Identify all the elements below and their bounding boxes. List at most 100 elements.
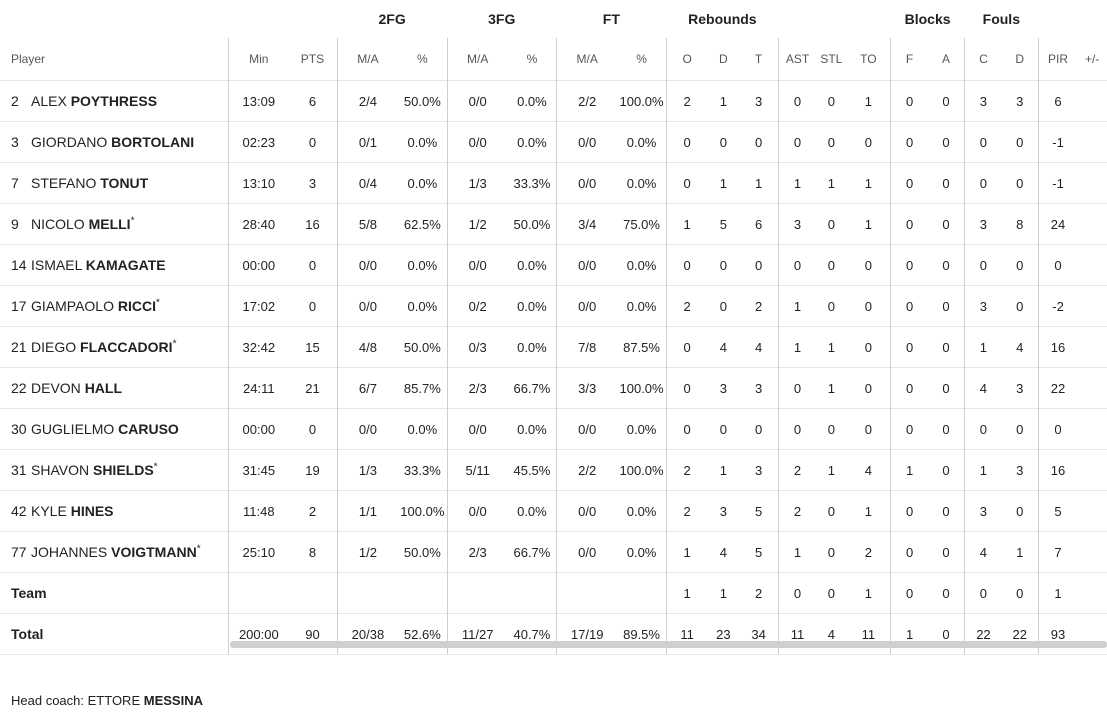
player-first-name: STEFANO: [31, 175, 97, 191]
cell-pm: [1077, 285, 1107, 327]
player-row[interactable]: 3 GIORDANO BORTOLANI 02:23 0 0/1 0.0% 0/0 0.0% 0…: [0, 121, 1107, 163]
cell-ft-pct: 75.0%: [617, 203, 667, 245]
player-row[interactable]: 42 KYLE HINES 11:48 2 1/1 100.0% 0/0 0.0% 0/0 0.0…: [0, 490, 1107, 532]
player-name-cell[interactable]: 2 ALEX POYTHRESS: [0, 80, 229, 122]
cell-reb-d: 0: [707, 408, 740, 450]
cell-pir: -1: [1037, 121, 1078, 163]
player-row[interactable]: 31 SHAVON SHIELDS* 31:45 19 1/3 33.3% 5/11 45.5…: [0, 449, 1107, 491]
col-pir[interactable]: PIR: [1037, 38, 1078, 81]
cell-fg3-pct: 66.7%: [507, 531, 557, 573]
cell-blk-f: 0: [890, 244, 929, 286]
col-reb-d[interactable]: D: [719, 52, 728, 66]
player-name-cell[interactable]: 22 DEVON HALL: [0, 367, 229, 409]
col-stl[interactable]: STL: [820, 52, 843, 66]
col-player[interactable]: Player: [11, 52, 46, 66]
player-row[interactable]: 17 GIAMPAOLO RICCI* 17:02 0 0/0 0.0% 0/2 0.0% 0/…: [0, 285, 1107, 327]
cell-foul-c: 1: [964, 326, 1002, 368]
col-blk-f[interactable]: F: [890, 38, 929, 81]
cell-reb-d: 0: [707, 285, 740, 327]
player-row[interactable]: 9 NICOLO MELLI* 28:40 16 5/8 62.5% 1/2 50.0% 3/4…: [0, 203, 1107, 245]
cell-min: 11:48: [228, 490, 289, 532]
cell-blk-a: 0: [928, 326, 965, 368]
player-row[interactable]: 7 STEFANO TONUT 13:10 3 0/4 0.0% 1/3 33.3% 0/0 0.…: [0, 162, 1107, 204]
player-name-cell[interactable]: 30 GUGLIELMO CARUSO: [0, 408, 229, 450]
cell-pir: 93: [1037, 613, 1078, 655]
cell-blk-a: 0: [928, 121, 965, 163]
player-name-cell[interactable]: 77 JOHANNES VOIGTMANN*: [0, 531, 229, 573]
cell-reb-o: 2: [665, 285, 708, 327]
cell-to: 1: [846, 162, 891, 204]
cell-min: 32:42: [228, 326, 289, 368]
cell-fg2-ma: 0/4: [336, 162, 399, 204]
player-row[interactable]: 2 ALEX POYTHRESS 13:09 6 2/4 50.0% 0/0 0.0% 2/2 1…: [0, 80, 1107, 122]
player-name-cell[interactable]: 7 STEFANO TONUT: [0, 162, 229, 204]
cell-blk-a: 0: [928, 490, 965, 532]
cell-reb-t: 3: [739, 80, 779, 122]
cell-reb-t: 0: [739, 408, 779, 450]
player-name-cell[interactable]: 9 NICOLO MELLI*: [0, 203, 229, 245]
cell-foul-c: 3: [964, 285, 1002, 327]
cell-reb-t: 4: [739, 326, 779, 368]
head-coach: Head coach: ETTORE MESSINA: [11, 693, 203, 708]
cell-fg3-ma: 0/3: [446, 326, 508, 368]
player-name-cell[interactable]: 31 SHAVON SHIELDS*: [0, 449, 229, 491]
head-coach-last-name: MESSINA: [143, 693, 203, 708]
cell-blk-f: 0: [890, 408, 929, 450]
cell-ast: 1: [778, 162, 816, 204]
cell-fg3-ma: 0/0: [446, 244, 508, 286]
cell-min: 13:10: [228, 162, 289, 204]
player-name-cell[interactable]: 42 KYLE HINES: [0, 490, 229, 532]
horizontal-scrollbar[interactable]: [230, 641, 1107, 648]
col-min[interactable]: Min: [228, 38, 289, 81]
player-name-cell[interactable]: 14 ISMAEL KAMAGATE: [0, 244, 229, 286]
cell-reb-o: 2: [665, 80, 708, 122]
cell-blk-a: 0: [928, 408, 965, 450]
player-first-name: ISMAEL: [31, 257, 82, 273]
player-number: 21: [11, 339, 27, 355]
col-to[interactable]: TO: [860, 52, 877, 66]
col-plusminus[interactable]: +/-: [1085, 52, 1100, 66]
cell-stl: 1: [816, 449, 847, 491]
group-empty: [229, 0, 337, 38]
cell-reb-o: 0: [665, 162, 708, 204]
cell-blk-f: 1: [890, 613, 929, 655]
cell-pts: 3: [288, 162, 338, 204]
cell-min: 13:09: [228, 80, 289, 122]
cell-blk-a: 0: [928, 367, 965, 409]
cell-foul-d: 0: [1001, 244, 1039, 286]
cell-pm: [1077, 490, 1107, 532]
player-row[interactable]: 77 JOHANNES VOIGTMANN* 25:10 8 1/2 50.0% 2/3 66…: [0, 531, 1107, 573]
player-row[interactable]: 22 DEVON HALL 24:11 21 6/7 85.7% 2/3 66.7% 3/3 10…: [0, 367, 1107, 409]
col-foul-c[interactable]: C: [964, 38, 1002, 81]
player-name-cell[interactable]: 17 GIAMPAOLO RICCI*: [0, 285, 229, 327]
col-ft-pct[interactable]: %: [636, 52, 647, 66]
player-name-cell[interactable]: 3 GIORDANO BORTOLANI: [0, 121, 229, 163]
cell-stl: 0: [816, 490, 847, 532]
player-row[interactable]: 30 GUGLIELMO CARUSO 00:00 0 0/0 0.0% 0/0 0.0% 0/…: [0, 408, 1107, 450]
col-reb-o[interactable]: O: [665, 38, 708, 81]
team-row-label: Team: [0, 572, 229, 614]
cell-blk-f: 0: [890, 490, 929, 532]
player-row[interactable]: 14 ISMAEL KAMAGATE 00:00 0 0/0 0.0% 0/0 0.0% 0/0…: [0, 244, 1107, 286]
cell-fg2-pct: 50.0%: [398, 531, 447, 573]
cell-blk-a: 0: [928, 80, 965, 122]
cell-reb-t: 34: [739, 613, 779, 655]
cell-blk-f: 0: [890, 203, 929, 245]
col-3fg-ma[interactable]: M/A: [446, 38, 508, 81]
player-name-cell[interactable]: 21 DIEGO FLACCADORI*: [0, 326, 229, 368]
col-foul-d[interactable]: D: [1015, 52, 1025, 66]
col-reb-t[interactable]: T: [754, 52, 763, 66]
player-row[interactable]: 21 DIEGO FLACCADORI* 32:42 15 4/8 50.0% 0/3 0.0…: [0, 326, 1107, 368]
col-ft-ma[interactable]: M/A: [555, 38, 618, 81]
cell-ast: 0: [778, 408, 816, 450]
cell-pm: [1077, 121, 1107, 163]
col-ast[interactable]: AST: [778, 38, 816, 81]
col-2fg-ma[interactable]: M/A: [336, 38, 399, 81]
cell-fg2-ma: 20/38: [336, 613, 399, 655]
col-3fg-pct[interactable]: %: [526, 52, 538, 66]
cell-fg2-ma: 0/0: [336, 408, 399, 450]
player-last-name: FLACCADORI: [80, 339, 173, 355]
col-pts[interactable]: PTS: [300, 52, 325, 66]
col-blk-a[interactable]: A: [942, 52, 951, 66]
col-2fg-pct[interactable]: %: [417, 52, 428, 66]
